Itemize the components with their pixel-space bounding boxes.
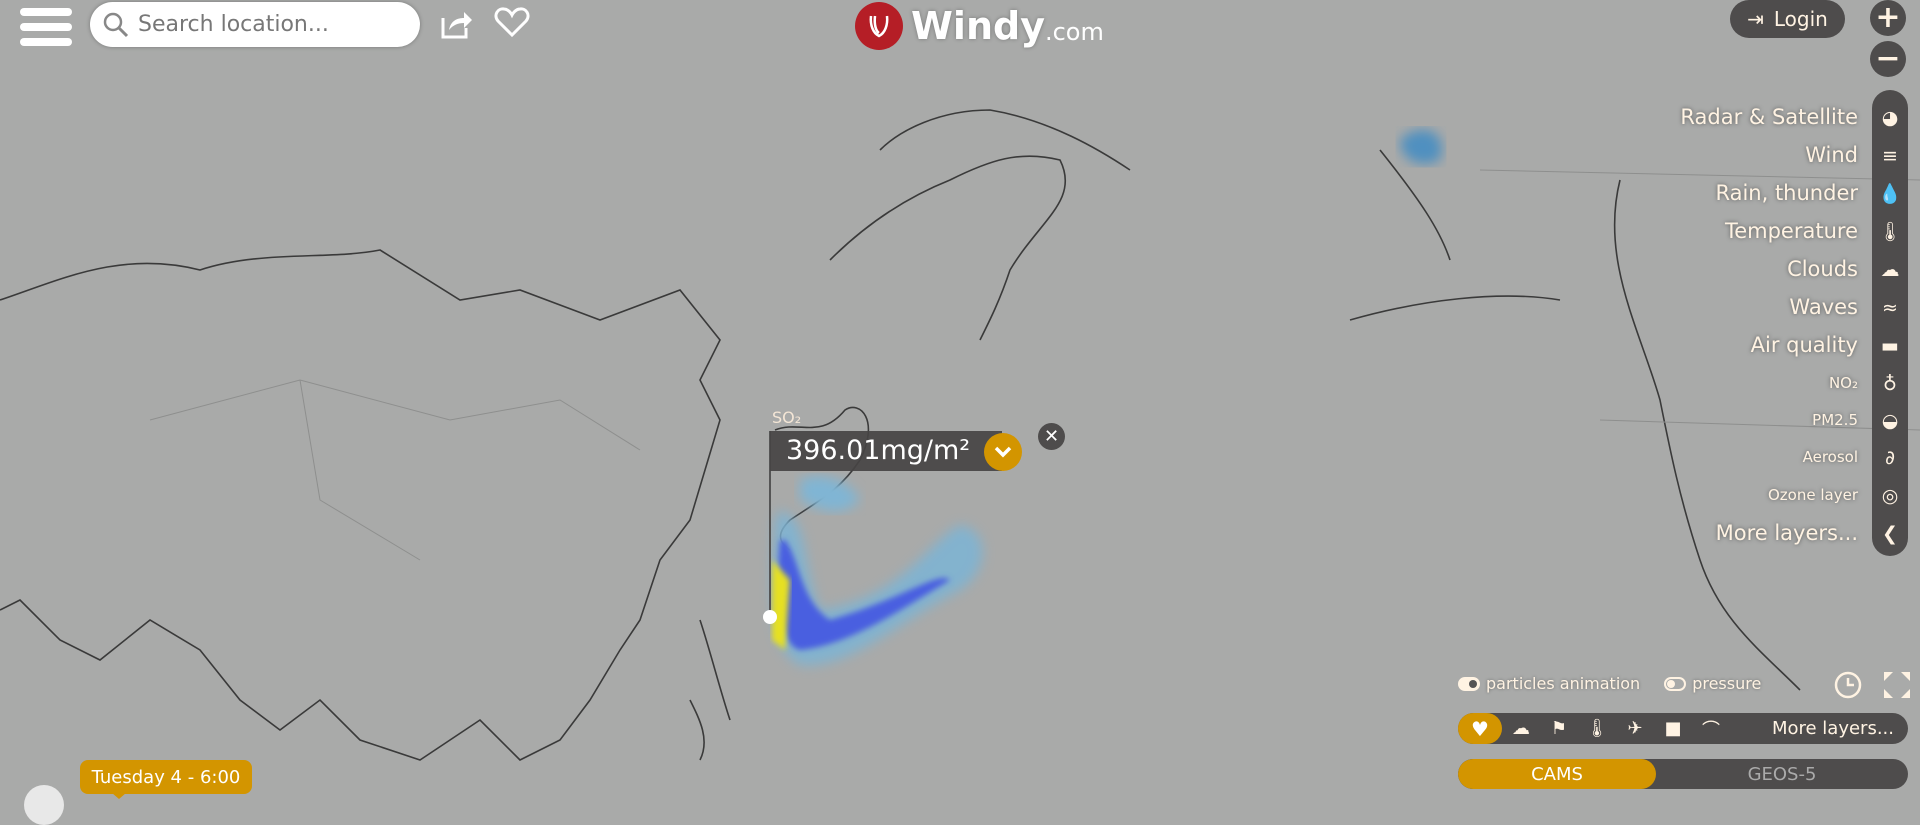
drop-icon[interactable]: 💧	[1878, 183, 1902, 205]
model-switcher: CAMS GEOS-5	[1458, 759, 1908, 789]
camera-icon[interactable]: ■	[1664, 718, 1682, 739]
thermometer-icon[interactable]: 🌡	[1878, 221, 1903, 243]
timeline-bubble-pointer	[112, 793, 126, 799]
toggle-switch-on	[1458, 676, 1480, 691]
share-icon[interactable]	[440, 8, 474, 40]
gas-mask-icon[interactable]: ♁	[1883, 373, 1897, 395]
picker-overlay-label: SO₂	[772, 408, 802, 427]
model-geos5[interactable]: GEOS-5	[1747, 763, 1817, 785]
borders	[149, 169, 1920, 561]
chevron-left-icon[interactable]: ❮	[1882, 523, 1898, 545]
layer-item[interactable]: PM2.5	[1812, 411, 1858, 429]
particles-toggle[interactable]: particles animation	[1458, 674, 1640, 693]
wind-icon[interactable]: ≡	[1882, 145, 1898, 167]
more-layers-link[interactable]: More layers...	[1771, 718, 1894, 739]
layer-item[interactable]: Rain, thunder	[1715, 181, 1858, 205]
picker-handle[interactable]	[763, 610, 777, 624]
logo-text: Windy	[911, 4, 1045, 48]
heart-icon: ♥	[1471, 716, 1489, 741]
layer-item[interactable]: NO₂	[1828, 374, 1858, 392]
layer-item[interactable]: Air quality	[1750, 333, 1858, 357]
layer-item[interactable]: Aerosol	[1802, 448, 1858, 466]
favorite-heart-icon[interactable]	[494, 6, 530, 38]
layers-menu-bar	[1872, 90, 1908, 556]
windy-logo[interactable]: Windy .com	[855, 2, 1104, 50]
logo-suffix: .com	[1044, 18, 1104, 46]
picker-close-button[interactable]: ✕	[1038, 423, 1065, 450]
search-input[interactable]	[138, 12, 398, 37]
cloud-icon[interactable]: ☁	[1880, 259, 1900, 281]
picker-value: 396.01mg/m²	[770, 431, 1002, 471]
thermometer-icon[interactable]: 🌡	[1585, 718, 1609, 739]
sun-cloud-icon[interactable]: ☁	[1512, 718, 1530, 739]
favorites-button[interactable]: ♥	[1458, 713, 1502, 744]
layer-item[interactable]: Radar & Satellite	[1680, 105, 1858, 129]
aerosol-icon[interactable]: ∂	[1885, 447, 1895, 469]
airplane-icon[interactable]: ✈	[1627, 718, 1643, 739]
layer-item[interactable]: More layers...	[1715, 521, 1858, 545]
layer-item[interactable]: Temperature	[1724, 219, 1858, 243]
globe-icon[interactable]: ◕	[1881, 107, 1899, 129]
clock-icon[interactable]	[1833, 670, 1863, 700]
search-icon	[103, 12, 129, 37]
timeline-play-button[interactable]	[24, 785, 64, 825]
pressure-label: pressure	[1692, 674, 1762, 693]
windy-logo-icon	[855, 2, 903, 50]
login-button[interactable]: ⇥ Login	[1730, 0, 1845, 38]
layer-item[interactable]: Wind	[1805, 143, 1858, 167]
layer-item[interactable]: Ozone layer	[1768, 486, 1858, 504]
timeline-bubble[interactable]: Tuesday 4 - 6:00	[80, 760, 252, 794]
login-label: Login	[1773, 7, 1828, 31]
zoom-out-button[interactable]: −	[1870, 41, 1906, 77]
car-icon[interactable]: ▬	[1881, 335, 1899, 357]
ozone-icon[interactable]: ◎	[1881, 485, 1899, 507]
map-toggles: particles animation pressure	[1458, 674, 1761, 693]
picker-line	[769, 431, 771, 617]
toggle-switch-off	[1664, 676, 1687, 691]
windsock-icon[interactable]: ⚑	[1550, 718, 1568, 739]
layer-item[interactable]: Waves	[1789, 295, 1858, 319]
zoom-in-button[interactable]: +	[1870, 0, 1906, 36]
picker-expand-button[interactable]	[984, 433, 1022, 471]
layer-item[interactable]: Clouds	[1787, 257, 1858, 281]
login-icon: ⇥	[1747, 7, 1764, 31]
waves-icon[interactable]: ≈	[1882, 297, 1898, 319]
pm-icon[interactable]: ◒	[1881, 410, 1899, 432]
close-icon: ✕	[1043, 426, 1060, 447]
search-box[interactable]	[90, 2, 420, 47]
so2-plume	[772, 129, 1442, 666]
fullscreen-icon[interactable]	[1883, 671, 1911, 699]
map[interactable]	[0, 0, 1920, 797]
menu-button[interactable]	[20, 8, 72, 46]
paraglider-icon[interactable]: ⌒	[1702, 719, 1720, 741]
quick-layers-bar: ♥ ☁ ⚑ 🌡 ✈ ■ ⌒ More layers...	[1458, 713, 1908, 744]
chevron-down-icon	[994, 446, 1012, 458]
particles-label: particles animation	[1486, 674, 1641, 693]
model-cams[interactable]: CAMS	[1458, 759, 1656, 789]
pressure-toggle[interactable]: pressure	[1664, 674, 1761, 693]
